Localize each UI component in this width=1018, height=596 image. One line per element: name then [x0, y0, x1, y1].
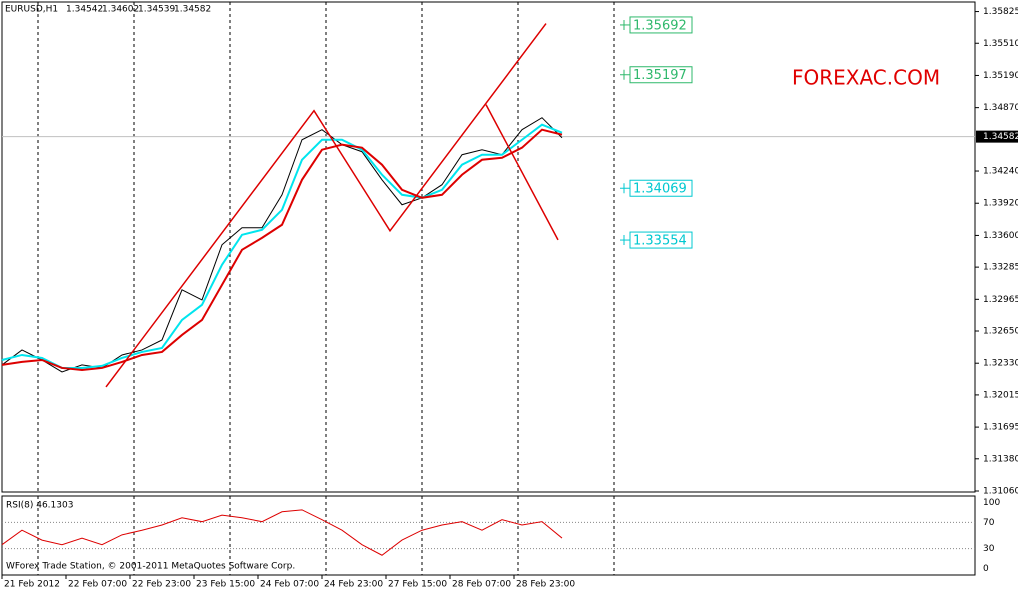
y-tick-label: 1.33920 [983, 199, 1018, 209]
x-tick-label: 28 Feb 07:00 [452, 580, 511, 590]
y-tick-label: 1.31060 [983, 486, 1018, 496]
rsi-tick-label: 0 [983, 564, 989, 574]
y-tick-label: 1.33285 [983, 263, 1018, 273]
ohlc-value: 1.34582 [174, 5, 211, 15]
y-tick-label: 1.32650 [983, 327, 1018, 337]
y-tick-label: 1.33600 [983, 231, 1018, 241]
y-tick-label: 1.35510 [983, 39, 1018, 49]
rsi-pane [1, 495, 976, 576]
y-tick-label: 1.32330 [983, 359, 1018, 369]
level-box [629, 66, 693, 84]
current-price-box [976, 130, 1018, 143]
rsi-label: RSI(8) 46.1303 [6, 501, 73, 511]
y-tick-label: 1.32965 [983, 295, 1018, 305]
y-tick-label: 1.35825 [983, 7, 1018, 17]
price-line [1, 123, 563, 369]
x-tick-label: 28 Feb 23:00 [516, 580, 575, 590]
x-tick-label: 22 Feb 23:00 [132, 580, 191, 590]
watermark: FOREXAC.COM [792, 66, 940, 90]
level-label: 1.33554 [633, 234, 687, 249]
ohlc-value: 1.34602 [102, 5, 139, 15]
y-tick-label: 1.32015 [983, 390, 1018, 400]
level-box [629, 16, 693, 34]
x-tick-label: 24 Feb 23:00 [324, 580, 383, 590]
main-pane [1, 1, 976, 493]
x-tick-label: 24 Feb 07:00 [260, 580, 319, 590]
y-tick-label: 1.31695 [983, 423, 1018, 433]
level-box [629, 231, 693, 249]
zigzag-line [485, 104, 559, 241]
level-label: 1.35197 [633, 68, 687, 83]
level-label: 1.35692 [633, 18, 687, 33]
y-tick-label: 1.31380 [983, 454, 1018, 464]
level-box [629, 179, 693, 197]
y-tick-label: 1.34870 [983, 103, 1018, 113]
current-price-label: 1.34582 [983, 132, 1018, 142]
x-tick-label: 22 Feb 07:00 [68, 580, 127, 590]
y-tick-label: 1.35190 [983, 71, 1018, 81]
zigzag-line [105, 23, 547, 388]
rsi-line [1, 509, 563, 556]
level-label: 1.34069 [633, 182, 687, 197]
price-line [1, 128, 563, 371]
ohlc-value: 1.34539 [138, 5, 175, 15]
rsi-tick-label: 70 [983, 518, 995, 528]
rsi-tick-label: 100 [983, 498, 1000, 508]
ohlc-value: 1.34542 [66, 5, 103, 15]
y-tick-label: 1.34240 [983, 167, 1018, 177]
symbol: EURUSD,H1 [5, 5, 58, 15]
x-tick-label: 27 Feb 15:00 [388, 580, 447, 590]
rsi-tick-label: 30 [983, 544, 995, 554]
x-tick-label: 21 Feb 2012 [4, 580, 60, 590]
copyright: WForex Trade Station, © 2001-2011 MetaQu… [6, 562, 295, 572]
x-tick-label: 23 Feb 15:00 [196, 580, 255, 590]
